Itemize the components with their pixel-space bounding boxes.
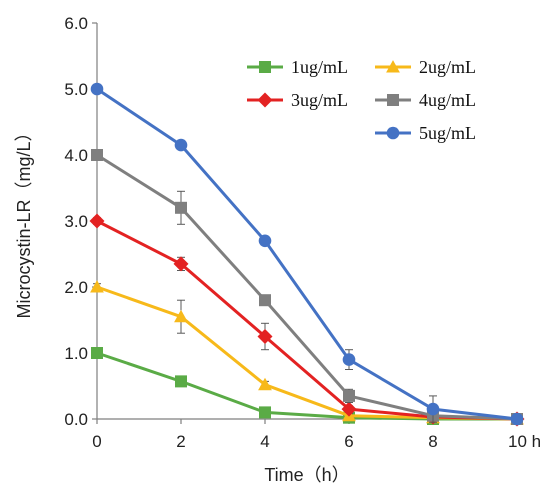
y-tick-label: 4.0 <box>64 146 88 165</box>
data-point <box>259 406 271 419</box>
legend-item: 4ug/mL <box>375 90 476 110</box>
x-tick-label: 0 <box>92 432 101 451</box>
data-point <box>342 353 356 366</box>
legend-item: 2ug/mL <box>375 57 476 77</box>
y-tick-label: 1.0 <box>64 344 88 363</box>
legend-marker <box>386 60 400 73</box>
legend-item: 1ug/mL <box>247 57 348 77</box>
data-point <box>258 377 272 391</box>
legend-item: 5ug/mL <box>375 123 476 143</box>
y-tick-label: 5.0 <box>64 80 88 99</box>
y-axis-title: Microcystin-LR（mg/L） <box>14 123 34 318</box>
y-tick-label: 6.0 <box>64 14 88 33</box>
data-point <box>341 401 357 417</box>
data-point <box>91 347 103 359</box>
data-point <box>90 280 104 293</box>
data-point <box>173 256 189 272</box>
data-point <box>89 213 105 229</box>
x-tick-label: 2 <box>176 432 185 451</box>
legend-label: 3ug/mL <box>291 90 348 110</box>
legend-marker <box>387 94 399 106</box>
legend-marker <box>257 92 273 108</box>
y-tick-label: 3.0 <box>64 212 88 231</box>
data-point <box>91 149 103 161</box>
series-layer <box>89 82 525 427</box>
series-3ug/mL <box>89 213 525 427</box>
x-tick-label: 8 <box>428 432 437 451</box>
data-point <box>175 201 187 214</box>
x-tick-label: 4 <box>260 432 269 451</box>
series-line <box>96 153 518 421</box>
x-tick-label: 6 <box>344 432 353 451</box>
series-line <box>96 285 518 421</box>
data-point <box>175 375 187 388</box>
legend-label: 2ug/mL <box>419 57 476 77</box>
y-tick-label: 2.0 <box>64 278 88 297</box>
series-line <box>96 87 518 421</box>
legend-marker <box>386 126 400 140</box>
series-5ug/mL <box>90 82 524 426</box>
data-point <box>343 389 355 402</box>
y-tick-label: 0.0 <box>64 410 88 429</box>
data-point <box>258 234 272 248</box>
legend-label: 5ug/mL <box>419 123 476 143</box>
x-axis-title: Time（h） <box>264 465 349 485</box>
data-point <box>259 294 271 307</box>
data-point <box>257 329 273 344</box>
series-line <box>96 219 518 421</box>
legend-label: 4ug/mL <box>419 90 476 110</box>
x-axis-ticks: 0 2 4 6 8 10 h <box>92 419 541 451</box>
data-point <box>174 309 188 323</box>
legend-label: 1ug/mL <box>291 57 348 77</box>
axes <box>96 23 517 420</box>
x-tick-label: 10 h <box>508 432 541 451</box>
data-point <box>426 402 440 416</box>
data-point <box>510 412 524 426</box>
series-4ug/mL <box>91 149 523 425</box>
legend-marker <box>259 61 271 73</box>
series-line <box>96 351 517 421</box>
legend-item: 3ug/mL <box>247 90 348 110</box>
legend: 1ug/mL 2ug/mL 3ug/mL 4ug/mL 5ug/mL <box>247 57 476 143</box>
y-axis-ticks: 0.0 1.0 2.0 3.0 4.0 5.0 6.0 <box>64 14 97 429</box>
data-point <box>174 138 188 152</box>
data-point <box>90 82 104 96</box>
